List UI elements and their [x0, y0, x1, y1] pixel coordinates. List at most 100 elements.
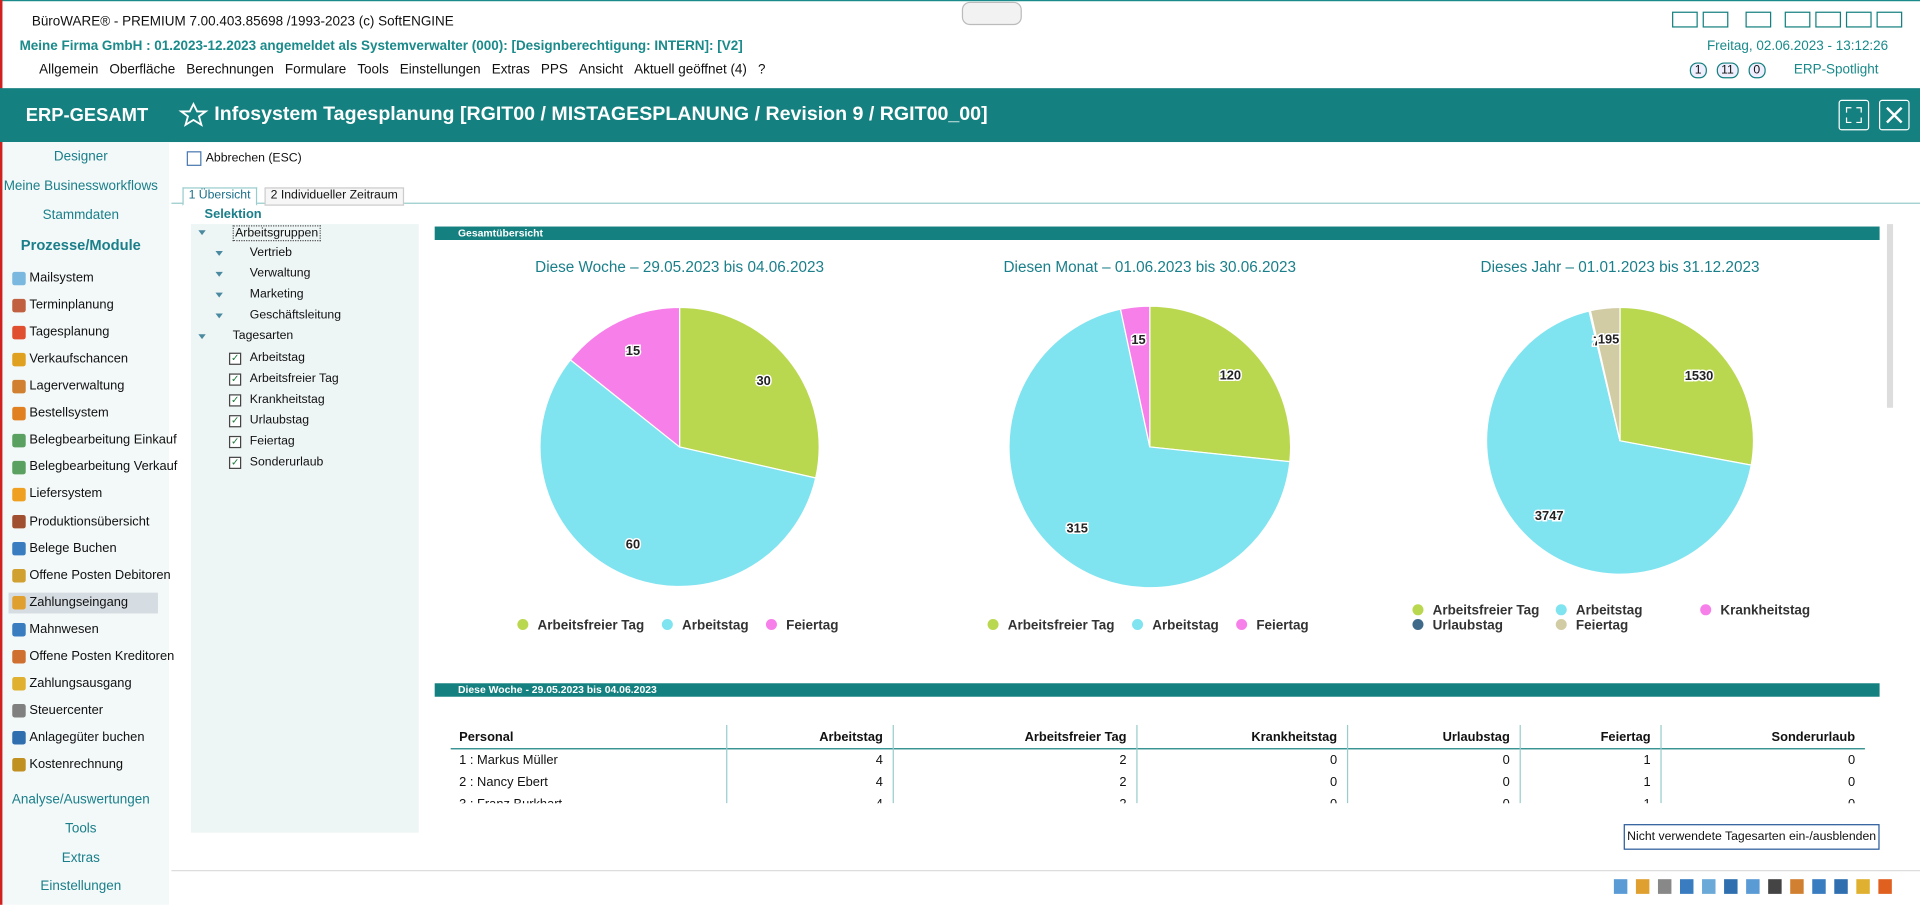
tree-item[interactable]: Krankheitstag [249, 393, 325, 407]
tree-toggle[interactable] [215, 271, 223, 277]
tree-root[interactable]: Selektion [204, 206, 262, 222]
win-button[interactable] [1672, 11, 1698, 28]
status-icon[interactable] [1702, 879, 1716, 894]
status-icon[interactable] [1746, 879, 1760, 894]
sidebar-module[interactable]: Zahlungseingang [29, 594, 129, 610]
sidebar-module[interactable]: Mailsystem [29, 270, 94, 286]
sidebar-link[interactable]: Einstellungen [40, 879, 122, 894]
sidebar-module[interactable]: Terminplanung [29, 297, 114, 313]
tree-group[interactable]: Tagesarten [232, 329, 294, 343]
win-button[interactable] [1876, 11, 1903, 28]
status-icon[interactable] [1724, 879, 1738, 894]
menu-item[interactable]: Formulare [284, 62, 347, 78]
sidebar-module[interactable]: Zahlungsausgang [29, 675, 132, 691]
sidebar-module[interactable]: Verkaufschancen [29, 351, 129, 367]
tree-toggle[interactable] [198, 334, 206, 340]
maximize-button[interactable] [1838, 99, 1870, 131]
sidebar-link[interactable]: Analyse/Auswertungen [11, 792, 150, 807]
status-badge[interactable]: 1 [1689, 62, 1707, 79]
checkbox[interactable]: ✓ [228, 394, 242, 407]
status-icon[interactable] [1680, 879, 1694, 894]
sidebar-module[interactable]: Offene Posten Debitoren [29, 567, 171, 583]
sidebar-link[interactable]: Meine Businessworkflows [3, 178, 158, 194]
sidebar-module[interactable]: Mahnwesen [29, 621, 99, 637]
win-button[interactable] [1815, 11, 1842, 28]
checkbox[interactable]: ✓ [228, 456, 242, 469]
sidebar-module[interactable]: Belegbearbeitung Einkauf [29, 432, 177, 448]
sidebar-module[interactable]: Kostenrechnung [29, 756, 124, 772]
tree-item[interactable]: Geschäftsleitung [249, 308, 342, 323]
sidebar-link[interactable]: Extras [61, 851, 100, 866]
close-button[interactable] [1878, 99, 1910, 131]
status-icon[interactable] [1635, 879, 1650, 894]
status-icon[interactable] [1856, 879, 1870, 894]
menu-item[interactable]: Ansicht [578, 62, 624, 78]
menu-item[interactable]: Allgemein [39, 62, 99, 78]
tree-group[interactable]: Arbeitsgruppen [232, 225, 321, 242]
sidebar-module[interactable]: Steuercenter [29, 702, 104, 718]
status-badge[interactable]: 11 [1716, 62, 1739, 79]
status-icon[interactable] [1657, 879, 1672, 894]
win-button[interactable] [1745, 11, 1772, 28]
tree-toggle[interactable] [215, 313, 223, 319]
column-header[interactable]: Personal [459, 729, 514, 745]
menu-item[interactable]: Tools [357, 62, 389, 78]
status-icon[interactable] [1812, 879, 1826, 894]
status-icon[interactable] [1768, 879, 1782, 894]
sidebar-module[interactable]: Produktionsübersicht [29, 513, 150, 529]
sidebar-module[interactable]: Lagerverwaltung [29, 378, 125, 394]
tree-item[interactable]: Verwaltung [249, 266, 311, 281]
sidebar-link[interactable]: Tools [65, 821, 97, 837]
menu-item[interactable]: Extras [491, 62, 530, 78]
win-button[interactable] [1784, 11, 1811, 28]
tree-item[interactable]: Marketing [249, 287, 304, 302]
spotlight[interactable]: ERP-Spotlight [1793, 62, 1879, 78]
status-icon[interactable] [1834, 879, 1848, 894]
status-badge[interactable]: 0 [1748, 62, 1766, 79]
sidebar-module[interactable]: Belege Buchen [29, 540, 117, 556]
star-icon[interactable] [178, 102, 209, 127]
checkbox[interactable]: ✓ [228, 435, 242, 449]
sidebar-module[interactable]: Anlagegüter buchen [29, 729, 145, 745]
sidebar-link[interactable]: Designer [53, 149, 108, 165]
menu-item[interactable]: Einstellungen [399, 62, 481, 78]
tree-item[interactable]: Sonderurlaub [249, 455, 324, 469]
tree-item[interactable]: Urlaubstag [249, 413, 310, 428]
menu-item[interactable]: Oberfläche [109, 62, 176, 78]
tree-toggle[interactable] [198, 230, 206, 236]
menu-item[interactable]: PPS [540, 62, 568, 78]
win-button[interactable] [1702, 11, 1729, 28]
tree-item[interactable]: Arbeitstag [249, 351, 305, 365]
tree-toggle[interactable] [215, 292, 223, 298]
cancel-button[interactable]: Abbrechen (ESC) [205, 151, 302, 166]
status-icon[interactable] [1878, 879, 1892, 894]
win-button[interactable] [1845, 11, 1872, 28]
tree-toggle[interactable] [215, 251, 223, 256]
checkbox[interactable]: ✓ [228, 352, 242, 365]
column-header[interactable]: Krankheitstag [1251, 729, 1338, 745]
column-header[interactable]: Arbeitstag [819, 729, 883, 745]
menu-item[interactable]: Aktuell geöffnet (4) [634, 62, 747, 78]
sidebar-module[interactable]: Liefersystem [29, 486, 103, 502]
sidebar-module[interactable]: Offene Posten Kreditoren [29, 648, 175, 664]
status-icon[interactable] [1613, 879, 1628, 894]
checkbox[interactable]: ✓ [228, 373, 242, 386]
status-icon[interactable] [1790, 879, 1804, 894]
column-header[interactable]: Arbeitsfreier Tag [1024, 729, 1127, 745]
tab[interactable]: 1 Übersicht [182, 187, 257, 206]
column-header[interactable]: Sonderurlaub [1771, 729, 1856, 745]
sidebar-module[interactable]: Tagesplanung [29, 324, 110, 340]
tree-item[interactable]: Arbeitsfreier Tag [249, 372, 339, 386]
sidebar-link[interactable]: Stammdaten [42, 208, 120, 223]
menu-item[interactable]: Berechnungen [186, 62, 274, 78]
menu-item[interactable]: ? [757, 62, 766, 78]
toggle-button[interactable]: Nicht verwendete Tagesarten ein-/ausblen… [1623, 824, 1880, 850]
tree-item[interactable]: Vertrieb [249, 246, 293, 260]
column-header[interactable]: Feiertag [1600, 729, 1651, 745]
tab[interactable]: 2 Individueller Zeitraum [264, 187, 405, 206]
checkbox[interactable]: ✓ [228, 415, 242, 428]
column-header[interactable]: Urlaubstag [1442, 729, 1510, 745]
sidebar-module[interactable]: Bestellsystem [29, 405, 109, 421]
sidebar-module[interactable]: Belegbearbeitung Verkauf [29, 459, 178, 475]
tree-item[interactable]: Feiertag [249, 434, 295, 449]
